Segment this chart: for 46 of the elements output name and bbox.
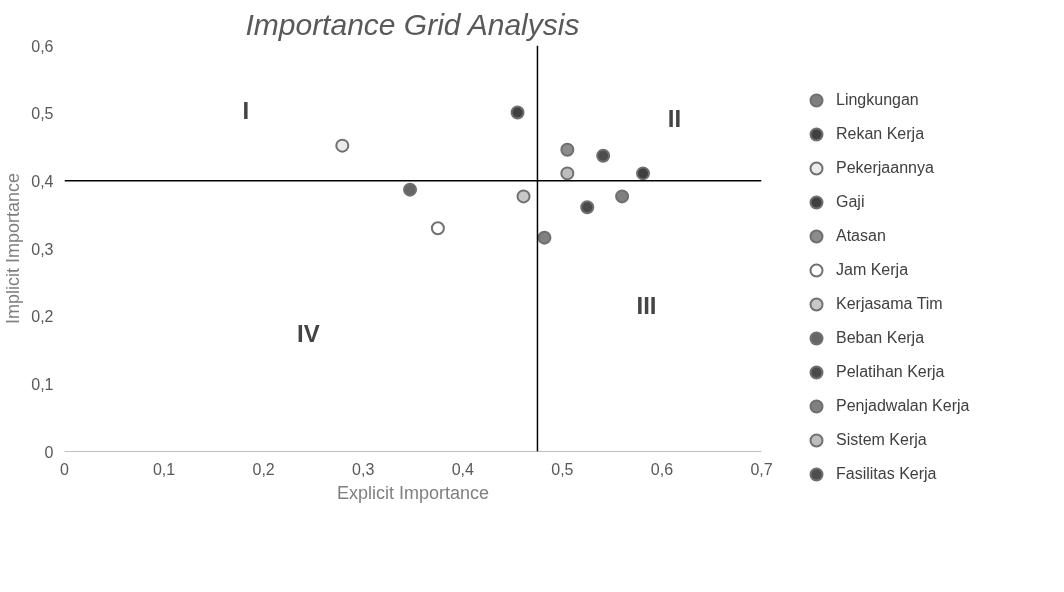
legend-label: Pekerjaannya — [836, 158, 934, 178]
y-tick-label: 0,1 — [31, 375, 54, 393]
annotation: II — [667, 105, 682, 133]
point — [560, 166, 575, 181]
x-tick-label: 0,4 — [451, 460, 475, 478]
point — [516, 189, 531, 204]
legend-label: Lingkungan — [836, 90, 919, 110]
x-tick-label: 0,6 — [650, 460, 674, 478]
y-tick-label: 0,5 — [31, 105, 54, 123]
point — [510, 105, 525, 120]
x-tick-label: 0,3 — [352, 460, 375, 478]
x-tick-label: 0 — [60, 460, 70, 478]
annotation: I — [242, 96, 250, 124]
x-tick-label: 0,7 — [750, 460, 773, 478]
point — [335, 138, 350, 153]
y-tick-label: 0,3 — [31, 240, 54, 258]
legend-label: Atasan — [836, 226, 886, 246]
legend-label: Beban Kerja — [836, 328, 925, 348]
point — [615, 189, 630, 204]
y-tick-label: 0,4 — [31, 172, 54, 190]
legend-label: Rekan Kerja — [836, 124, 925, 144]
legend-label: Fasilitas Kerja — [836, 464, 937, 484]
legend-label: Kerjasama Tim — [836, 294, 943, 314]
legend-label: Jam Kerja — [836, 260, 909, 280]
point — [636, 166, 651, 181]
x-tick-label: 0,5 — [551, 460, 574, 478]
annotation: III — [636, 291, 657, 319]
point — [580, 200, 595, 215]
x-tick-label: 0,1 — [152, 460, 176, 478]
y-axis-title: Implicit Importance — [3, 172, 24, 325]
x-tick-label: 0,2 — [252, 460, 275, 478]
y-tick-label: 0 — [44, 443, 54, 461]
legend-label: Sistem Kerja — [836, 430, 927, 450]
legend-label: Pelatihan Kerja — [836, 362, 945, 382]
point — [560, 142, 575, 157]
y-tick-label: 0,6 — [31, 37, 54, 55]
point — [403, 182, 418, 197]
point — [596, 148, 611, 163]
point — [537, 230, 552, 245]
y-tick-label: 0,2 — [31, 308, 54, 326]
point — [430, 221, 445, 236]
x-axis-title: Explicit Importance — [336, 482, 490, 503]
legend-label: Penjadwalan Kerja — [836, 396, 970, 416]
annotation: IV — [297, 320, 320, 348]
legend-label: Gaji — [836, 192, 865, 212]
chart-title: Importance Grid Analysis — [245, 7, 580, 41]
